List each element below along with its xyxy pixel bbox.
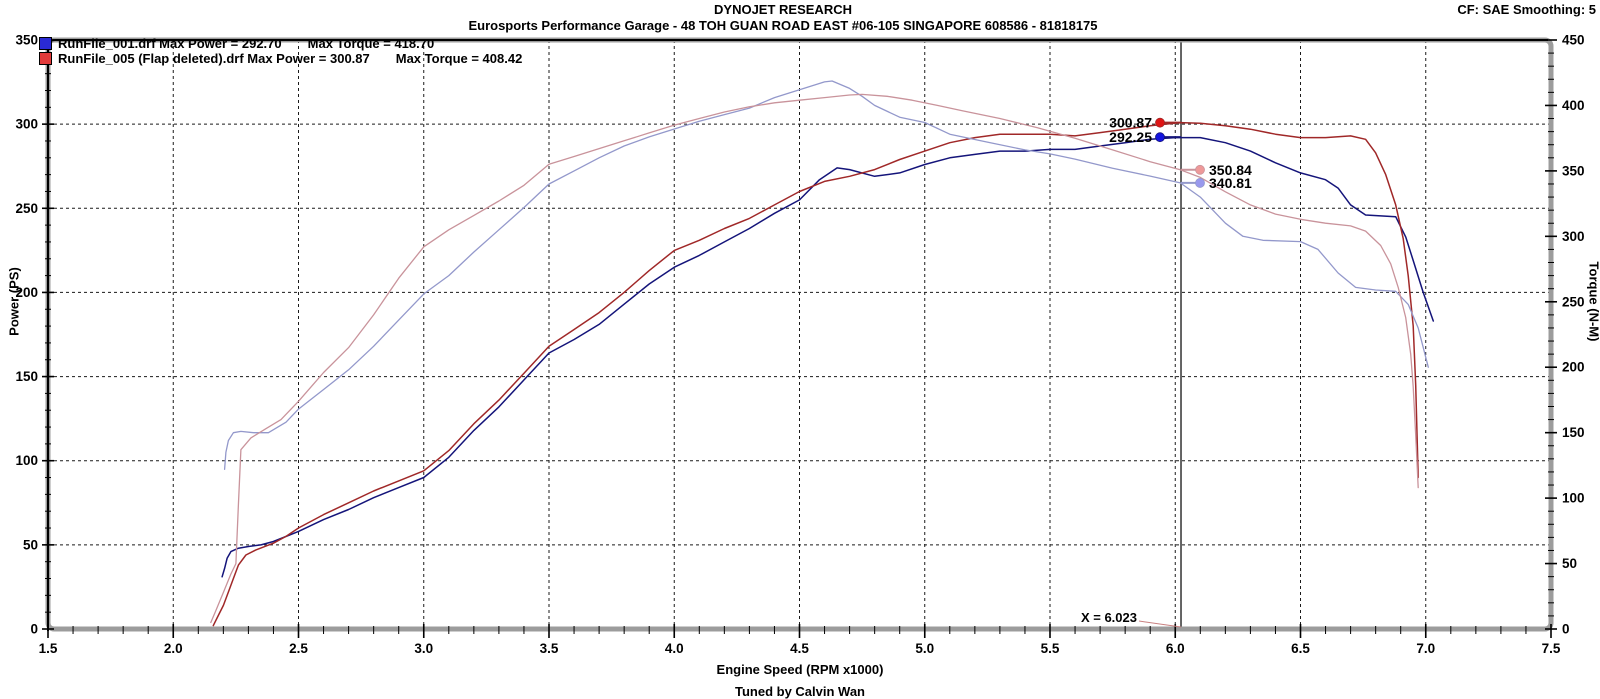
- runfile-001-swatch-icon: [39, 37, 52, 50]
- tuner-credit: Tuned by Calvin Wan: [734, 684, 865, 699]
- page-title: DYNOJET RESEARCH: [714, 2, 852, 17]
- svg-text:3.0: 3.0: [414, 641, 433, 656]
- legend-power-text: RunFile_001.drf Max Power = 292.70: [58, 36, 282, 51]
- legend: RunFile_001.drf Max Power = 292.70 Max T…: [39, 36, 522, 66]
- axis-ticks: [42, 39, 1557, 638]
- legend-item-runfile-005[interactable]: RunFile_005 (Flap deleted).drf Max Power…: [39, 51, 522, 66]
- svg-text:150: 150: [15, 369, 38, 384]
- cursor-marker-340.81: [1195, 178, 1205, 188]
- torque-runfile-001-curve: [223, 80, 1429, 470]
- svg-text:350: 350: [15, 33, 38, 48]
- y-left-tick-labels: 0 50 100 150 200 250 300 350: [15, 33, 38, 637]
- readout-value-340.81: 340.81: [1209, 175, 1252, 191]
- legend-item-runfile-001[interactable]: RunFile_001.drf Max Power = 292.70 Max T…: [39, 36, 522, 51]
- svg-text:6.0: 6.0: [1166, 641, 1185, 656]
- svg-text:450: 450: [1562, 33, 1585, 48]
- svg-text:50: 50: [23, 537, 38, 552]
- cursor-marker-350.84: [1195, 164, 1205, 175]
- x-tick-labels: 1.5 2.0 2.5 3.0 3.5 4.0 4.5 5.0 5.5 6.0 6.5 7.0 7.5: [39, 641, 1561, 656]
- readout-value-292.25: 292.25: [1109, 129, 1152, 145]
- svg-text:100: 100: [15, 453, 38, 468]
- svg-text:5.0: 5.0: [915, 641, 934, 656]
- y-axis-label-power: Power (PS): [6, 267, 22, 336]
- cursor-x-readout: X = 6.023: [1080, 610, 1137, 625]
- runfile-005-swatch-icon: [39, 52, 52, 65]
- x-axis-label: Engine Speed (RPM x1000): [716, 662, 884, 677]
- svg-text:6.5: 6.5: [1291, 641, 1310, 656]
- power-runfile-001-curve: [221, 136, 1435, 578]
- svg-text:4.5: 4.5: [790, 641, 809, 656]
- curves: [210, 80, 1435, 627]
- svg-text:5.5: 5.5: [1041, 641, 1060, 656]
- svg-text:0: 0: [30, 622, 38, 637]
- svg-text:200: 200: [1562, 360, 1585, 375]
- svg-text:200: 200: [15, 285, 38, 300]
- svg-text:100: 100: [1562, 491, 1585, 506]
- torque-runfile-005-curve: [210, 93, 1419, 624]
- svg-text:250: 250: [15, 201, 38, 216]
- gridlines: [48, 40, 1551, 629]
- readout-value-300.87: 300.87: [1109, 115, 1152, 131]
- svg-text:400: 400: [1562, 98, 1585, 113]
- svg-text:0: 0: [1562, 622, 1570, 637]
- legend-torque-text: Max Torque = 418.70: [307, 36, 435, 51]
- y-axis-label-torque: Torque (N-M): [1586, 261, 1600, 342]
- svg-text:4.0: 4.0: [665, 641, 684, 656]
- svg-text:7.5: 7.5: [1542, 641, 1561, 656]
- svg-text:2.0: 2.0: [164, 641, 183, 656]
- cursor-marker-292.25: [1155, 132, 1165, 143]
- y-right-tick-labels: 0 50 100 150 200 250 300 350 400 450: [1562, 33, 1585, 637]
- shop-address-subtitle: Eurosports Performance Garage - 48 TOH G…: [468, 18, 1098, 33]
- svg-text:300: 300: [1562, 229, 1585, 244]
- legend-torque-text: Max Torque = 408.42: [395, 51, 523, 66]
- legend-power-text: RunFile_005 (Flap deleted).drf Max Power…: [58, 51, 370, 66]
- svg-text:250: 250: [1562, 294, 1585, 309]
- svg-text:3.5: 3.5: [540, 641, 559, 656]
- svg-text:300: 300: [15, 117, 38, 132]
- readout-value-350.84: 350.84: [1209, 162, 1252, 178]
- power-runfile-005-curve: [212, 121, 1419, 627]
- cursor-marker-300.87: [1155, 117, 1165, 128]
- svg-text:2.5: 2.5: [289, 641, 308, 656]
- svg-text:350: 350: [1562, 163, 1585, 178]
- cursor-label-connector: [1138, 620, 1182, 628]
- svg-text:7.0: 7.0: [1416, 641, 1435, 656]
- svg-text:1.5: 1.5: [39, 641, 58, 656]
- svg-text:150: 150: [1562, 425, 1585, 440]
- svg-text:50: 50: [1562, 556, 1577, 571]
- correction-smoothing-label: CF: SAE Smoothing: 5: [1457, 2, 1596, 17]
